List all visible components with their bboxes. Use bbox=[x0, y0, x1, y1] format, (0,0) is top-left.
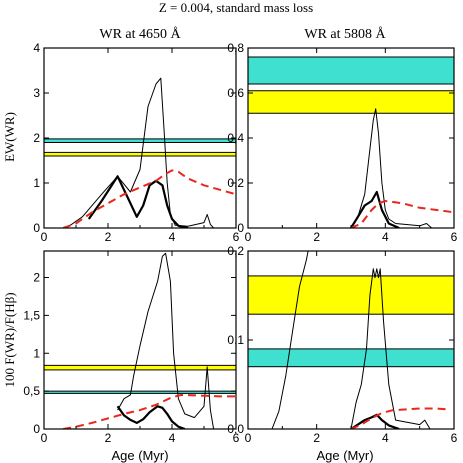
ytick-label-bl-0: 0 bbox=[33, 422, 40, 436]
xtick-label-br-2: 4 bbox=[382, 431, 389, 445]
series-thin-br-1 bbox=[350, 268, 431, 429]
band-cyan-bl bbox=[43, 390, 237, 394]
series-dashed-bl-2 bbox=[63, 393, 236, 429]
series-thick-tr-1 bbox=[350, 190, 400, 228]
xtick-label-br-3: 6 bbox=[451, 431, 458, 445]
xtick-label-bl-1: 2 bbox=[105, 431, 112, 445]
ytick-label-tl-4: 4 bbox=[33, 41, 40, 55]
ytick-label-br-1: 0,1 bbox=[227, 333, 244, 347]
y-axis-label-bottom: 100 F(WR)/F(Hβ) bbox=[2, 292, 17, 387]
xtick-label-bl-3: 6 bbox=[233, 431, 240, 445]
top-left-title: WR at 4650 Å bbox=[99, 26, 181, 42]
ytick-label-br-0: 0,0 bbox=[227, 422, 244, 436]
ytick-label-br-2: 0,2 bbox=[227, 244, 244, 258]
ytick-label-bl-2: 1 bbox=[33, 346, 40, 360]
xtick-label-bl-2: 4 bbox=[169, 431, 176, 445]
ytick-label-bl-3: 1,5 bbox=[23, 308, 40, 322]
band-yellow-br bbox=[247, 275, 455, 315]
ytick-label-tl-2: 2 bbox=[33, 131, 40, 145]
band-cyan-br bbox=[247, 348, 455, 368]
ytick-label-bl-1: 0,5 bbox=[23, 384, 40, 398]
ytick-label-tr-1: 0,2 bbox=[227, 176, 244, 190]
panel-bl: 0 2 4 6 0 0,5 1 1,5 2 bbox=[23, 250, 240, 445]
xtick-label-tl-2: 4 bbox=[169, 230, 176, 244]
series-thin-tr-0 bbox=[350, 108, 433, 228]
band-cyan-tr bbox=[247, 56, 455, 85]
series-thin-bl-0 bbox=[117, 252, 215, 429]
top-right-title: WR at 5808 Å bbox=[304, 26, 386, 42]
frame-tl bbox=[43, 47, 237, 229]
figure-title: Z = 0.004, standard mass loss bbox=[159, 0, 313, 15]
series-thin-br-0 bbox=[271, 251, 309, 429]
xtick-label-tr-1: 2 bbox=[313, 230, 320, 244]
xtick-label-tl-0: 0 bbox=[41, 230, 48, 244]
series-group-bl bbox=[63, 252, 236, 429]
xtick-label-tl-1: 2 bbox=[105, 230, 112, 244]
ytick-label-bl-4: 2 bbox=[33, 271, 40, 285]
ytick-label-tr-3: 0,6 bbox=[227, 86, 244, 100]
band-cyan-tl bbox=[43, 138, 237, 143]
series-group-tr bbox=[350, 108, 454, 228]
xtick-label-tr-0: 0 bbox=[245, 230, 252, 244]
x-axis-label-left: Age (Myr) bbox=[111, 448, 168, 463]
y-axis-label-top: EW(WR) bbox=[2, 112, 17, 162]
series-dashed-br-3 bbox=[350, 407, 448, 429]
x-axis-label-right: Age (Myr) bbox=[316, 448, 373, 463]
series-dashed-tl-2 bbox=[62, 169, 236, 228]
xtick-label-tl-3: 6 bbox=[233, 230, 240, 244]
series-group-br bbox=[271, 251, 448, 429]
panel-tr: 0 2 4 600,20,40,60,8 bbox=[227, 41, 457, 244]
frame-bl bbox=[43, 250, 237, 430]
series-dashed-tr-2 bbox=[350, 200, 454, 228]
xtick-label-br-0: 0 bbox=[245, 431, 252, 445]
series-group-tl bbox=[62, 77, 236, 228]
panel-br: 0 2 4 60,00,10,2 bbox=[227, 244, 458, 445]
ytick-label-tr-0: 0 bbox=[237, 221, 244, 235]
xtick-label-bl-0: 0 bbox=[41, 431, 48, 445]
panel-tl: 0 2 4 6 0 1 2 3 4 bbox=[33, 41, 239, 244]
xtick-label-tr-3: 6 bbox=[451, 230, 458, 244]
series-thick-bl-1 bbox=[116, 405, 186, 429]
xtick-label-br-1: 2 bbox=[313, 431, 320, 445]
ytick-label-tr-2: 0,4 bbox=[227, 131, 244, 145]
ytick-label-tl-3: 3 bbox=[33, 86, 40, 100]
ytick-label-tl-0: 0 bbox=[33, 221, 40, 235]
ytick-label-tl-1: 1 bbox=[33, 176, 40, 190]
series-thick-tl-1 bbox=[87, 175, 189, 228]
band-yellow-tr bbox=[247, 90, 455, 114]
xtick-label-tr-2: 4 bbox=[382, 230, 389, 244]
band-yellow-tl bbox=[43, 151, 237, 157]
ytick-label-tr-4: 0,8 bbox=[227, 41, 244, 55]
